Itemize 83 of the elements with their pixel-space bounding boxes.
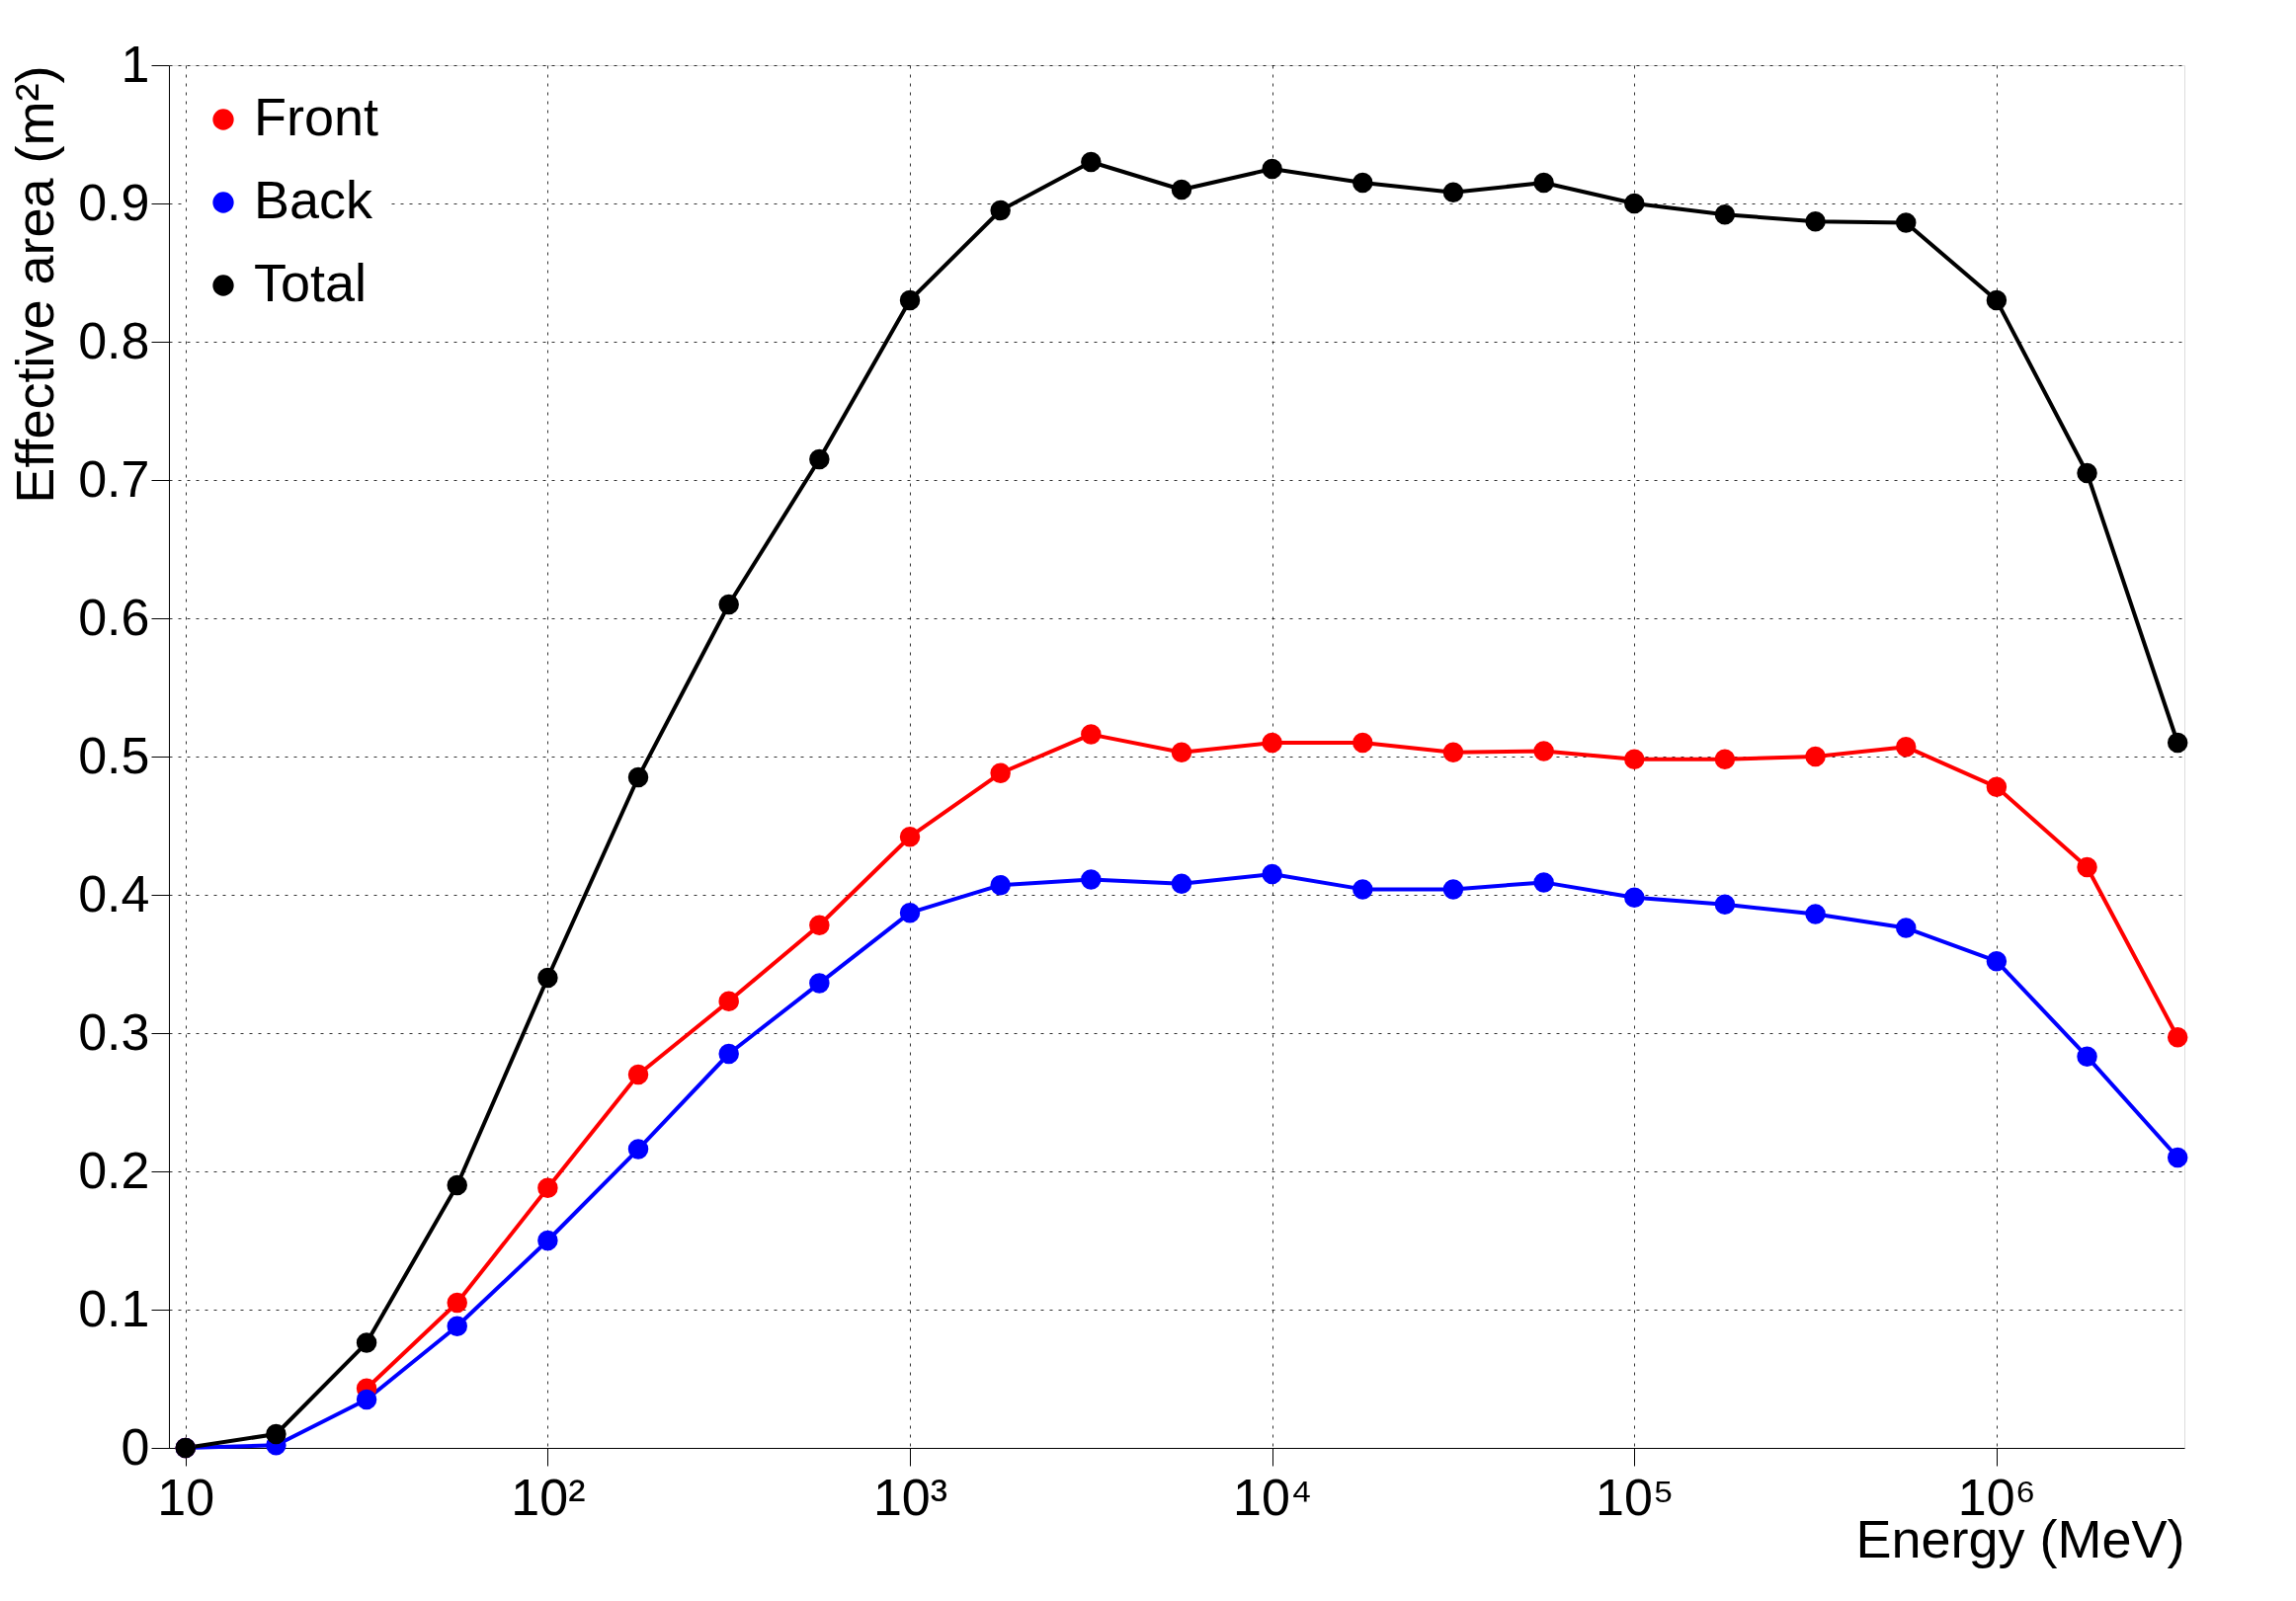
- x-tick-label: 10³: [872, 1468, 948, 1526]
- point: [1081, 724, 1102, 745]
- point: [1262, 158, 1282, 180]
- point: [899, 289, 921, 311]
- point: [627, 766, 649, 788]
- point: [990, 762, 1011, 784]
- legend-label: Front: [254, 87, 379, 146]
- point: [1353, 172, 1373, 194]
- point: [1171, 742, 1192, 763]
- point: [809, 915, 830, 936]
- point: [1986, 776, 2008, 798]
- y-tick-label: 0.5: [78, 726, 150, 784]
- point: [2077, 1046, 2097, 1068]
- point: [1442, 879, 1464, 900]
- point: [1805, 210, 1826, 232]
- point: [1533, 741, 1554, 761]
- point: [809, 448, 830, 470]
- point: [1624, 887, 1645, 909]
- point: [809, 973, 830, 994]
- y-tick-label: 0.1: [78, 1279, 150, 1337]
- y-tick-label: 0.4: [78, 864, 150, 922]
- point: [2167, 732, 2188, 754]
- point: [1805, 746, 1826, 767]
- point: [1442, 742, 1464, 763]
- point: [718, 1043, 739, 1065]
- point: [1714, 894, 1736, 916]
- point: [537, 1230, 558, 1251]
- point: [627, 1139, 649, 1160]
- point: [1714, 749, 1736, 770]
- point: [2077, 462, 2097, 484]
- point: [1262, 863, 1282, 885]
- point: [2167, 1026, 2188, 1048]
- point: [1895, 736, 1917, 758]
- point: [990, 200, 1011, 221]
- point: [447, 1292, 467, 1314]
- y-tick-label: 0.7: [78, 449, 150, 508]
- point: [2167, 1147, 2188, 1168]
- point: [627, 1064, 649, 1085]
- point: [1171, 873, 1192, 895]
- point: [447, 1316, 467, 1337]
- y-tick-label: 0.3: [78, 1002, 150, 1061]
- x-tick-label: 10⁴: [1233, 1468, 1313, 1526]
- point: [1533, 172, 1554, 194]
- point: [266, 1423, 287, 1445]
- point: [1624, 749, 1645, 770]
- point: [356, 1389, 377, 1410]
- y-tick-label: 0.6: [78, 588, 150, 646]
- point: [1081, 869, 1102, 890]
- y-tick-label: 1: [121, 35, 150, 93]
- point: [1986, 289, 2008, 311]
- x-tick-label: 10⁵: [1596, 1468, 1675, 1526]
- point: [718, 991, 739, 1012]
- x-tick-label: 10: [157, 1468, 215, 1526]
- y-tick-label: 0.9: [78, 173, 150, 231]
- y-tick-label: 0.8: [78, 311, 150, 369]
- point: [899, 902, 921, 923]
- point: [1805, 904, 1826, 924]
- point: [1714, 203, 1736, 225]
- point: [718, 594, 739, 615]
- point: [1895, 918, 1917, 938]
- x-tick-label: 10²: [511, 1468, 586, 1526]
- point: [537, 967, 558, 989]
- point: [1442, 182, 1464, 203]
- point: [537, 1177, 558, 1199]
- point: [1624, 193, 1645, 214]
- point: [899, 826, 921, 847]
- point: [1353, 732, 1373, 754]
- point: [1533, 872, 1554, 893]
- legend-label: Back: [254, 170, 374, 229]
- point: [1262, 732, 1282, 754]
- point: [447, 1174, 467, 1196]
- point: [1081, 151, 1102, 173]
- point: [990, 874, 1011, 896]
- point: [1353, 879, 1373, 900]
- y-tick-label: 0: [121, 1417, 150, 1476]
- y-tick-label: 0.2: [78, 1141, 150, 1199]
- y-axis-title: Effective area (m²): [5, 65, 65, 504]
- point: [356, 1332, 377, 1353]
- point: [1171, 179, 1192, 200]
- point: [2077, 856, 2097, 878]
- point: [1895, 212, 1917, 233]
- legend-label: Total: [254, 253, 368, 312]
- point: [1986, 950, 2008, 972]
